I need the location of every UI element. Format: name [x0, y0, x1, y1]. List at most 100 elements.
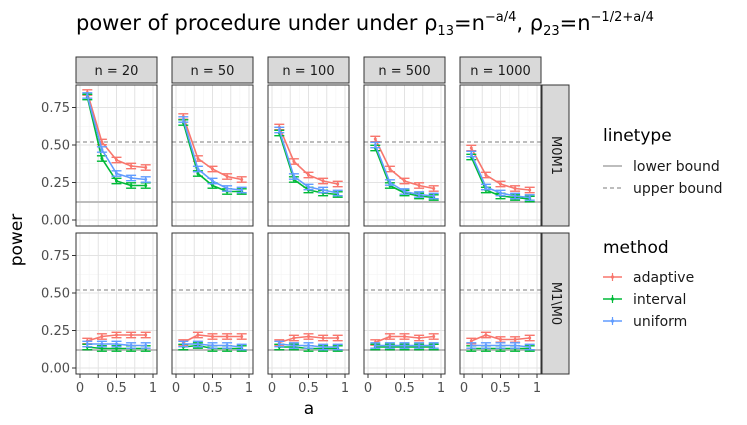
title-sep: , ρ: [516, 11, 543, 35]
adaptive-point: [196, 333, 200, 337]
uniform-point: [277, 342, 281, 346]
facet-strip-col-1: [171, 56, 254, 84]
legend-item-label: lower bound: [633, 159, 720, 175]
panel-border: [171, 84, 254, 227]
adaptive-point: [528, 188, 532, 192]
adaptive-point: [373, 137, 377, 141]
adaptive-point: [307, 335, 310, 338]
x-tick-label: 1: [149, 381, 157, 396]
y-axis-label: power: [7, 214, 27, 267]
uniform-point: [85, 94, 89, 97]
x-tick-label: 0.5: [298, 381, 319, 396]
adaptive-point: [115, 158, 118, 162]
interval-point: [211, 184, 214, 187]
legend-key-point: [610, 297, 615, 301]
adaptive-point: [432, 187, 436, 190]
legend-item-label: uniform: [633, 314, 687, 330]
title-sup-2: −1/2+a/4: [591, 10, 654, 25]
adaptive-point: [129, 164, 133, 168]
uniform-point: [144, 178, 148, 181]
uniform-point: [499, 191, 502, 195]
uniform-point: [129, 176, 133, 180]
uniform-point: [499, 344, 502, 347]
uniform-point: [388, 181, 392, 184]
y-tick-label: 0.50: [41, 139, 70, 154]
adaptive-point: [240, 335, 244, 338]
uniform-point: [513, 344, 517, 347]
uniform-point: [225, 344, 229, 347]
uniform-point: [85, 342, 89, 346]
x-tick-label: 0: [76, 381, 84, 396]
uniform-point: [225, 187, 229, 190]
facet-strip-col-4: [459, 56, 542, 84]
uniform-point: [240, 345, 244, 349]
adaptive-point: [417, 336, 421, 340]
uniform-point: [100, 148, 104, 151]
adaptive-point: [388, 335, 392, 338]
adaptive-point: [100, 335, 104, 338]
uniform-point: [373, 344, 377, 347]
uniform-point: [373, 143, 377, 147]
uniform-point: [321, 345, 325, 349]
uniform-point: [181, 118, 185, 121]
adaptive-point: [513, 187, 517, 190]
uniform-point: [336, 191, 340, 195]
uniform-point: [144, 344, 148, 347]
chart-title: power of procedure under under ρ13=n−a/4…: [76, 10, 654, 39]
adaptive-point: [225, 175, 229, 178]
facet-strip-label: n = 100: [282, 64, 334, 79]
adaptive-point: [292, 160, 296, 163]
uniform-point: [469, 344, 473, 347]
uniform-point: [403, 190, 406, 193]
uniform-point: [432, 344, 436, 347]
adaptive-point: [307, 173, 310, 177]
adaptive-point: [388, 167, 392, 171]
facet-panels: n = 20 n = 50 n = 100 n = 500 n = 1000 M0M1 M1…: [41, 56, 570, 396]
legend-key-point: [610, 275, 615, 279]
facet-strip-label: n = 50: [191, 64, 235, 79]
adaptive-point: [528, 336, 532, 340]
adaptive-point: [432, 335, 436, 338]
adaptive-point: [499, 338, 502, 341]
legend-item-label: adaptive: [633, 270, 694, 286]
facet-strip-label: M1\M0: [548, 282, 563, 325]
legend-item-label: interval: [633, 292, 686, 308]
y-tick-label: 0.25: [41, 324, 70, 339]
uniform-point: [528, 196, 532, 199]
adaptive-point: [240, 178, 244, 181]
interval-point: [115, 347, 118, 350]
title-sup-1: −a/4: [485, 10, 517, 25]
title-sub-23: 23: [543, 24, 560, 39]
adaptive-point: [211, 167, 214, 171]
adaptive-point: [144, 166, 148, 169]
facet-strip-label: n = 20: [95, 64, 139, 79]
adaptive-point: [196, 157, 200, 160]
uniform-point: [403, 344, 406, 347]
uniform-point: [336, 345, 340, 349]
facet-panel-r1-c2: [267, 232, 350, 375]
interval-point: [115, 179, 118, 183]
legend-key-point: [610, 319, 615, 323]
adaptive-point: [292, 336, 296, 340]
facet-panel-r0-c2: [267, 84, 350, 227]
x-tick-label: 0.5: [106, 381, 127, 396]
uniform-point: [388, 344, 392, 347]
adaptive-point: [469, 146, 473, 150]
adaptive-point: [417, 184, 421, 187]
facet-panel-r1-c4: [459, 232, 542, 375]
uniform-point: [115, 342, 118, 346]
facet-panel-r0-c4: [459, 84, 542, 227]
interval-point: [144, 184, 148, 187]
uniform-point: [528, 345, 532, 349]
adaptive-point: [225, 335, 229, 338]
uniform-point: [417, 193, 421, 196]
x-axis-label: a: [304, 399, 314, 419]
facet-strip-label: M0M1: [548, 136, 563, 175]
uniform-point: [307, 344, 310, 347]
uniform-point: [100, 342, 104, 346]
interval-point: [129, 184, 133, 187]
adaptive-point: [321, 336, 325, 340]
legend-method-title: method: [603, 238, 669, 258]
facet-strip-label: n = 1000: [470, 64, 530, 79]
